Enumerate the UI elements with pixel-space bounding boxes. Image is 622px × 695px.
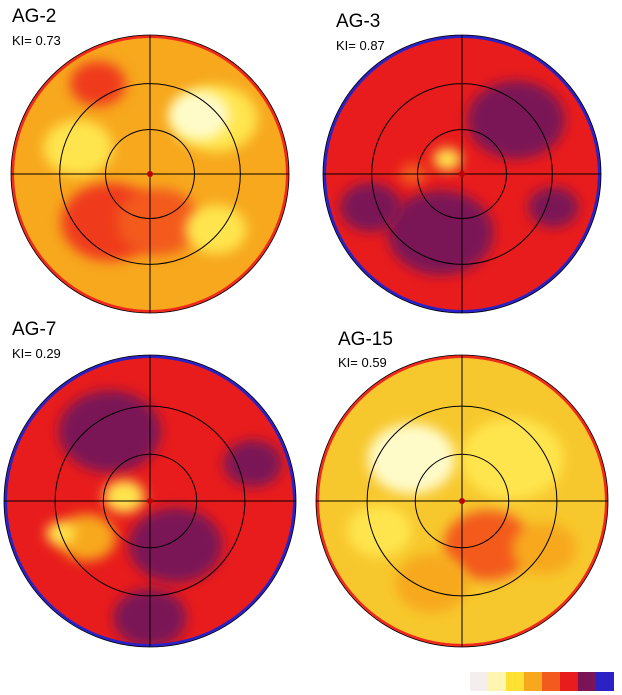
legend-swatch bbox=[596, 672, 614, 691]
panel-title: AG-7 bbox=[12, 319, 57, 340]
density-contour bbox=[70, 61, 126, 106]
density-contour bbox=[443, 510, 532, 581]
density-contour bbox=[395, 554, 469, 613]
density-contour bbox=[103, 480, 145, 513]
density-contour bbox=[57, 514, 116, 561]
legend-swatch bbox=[524, 672, 542, 691]
pole-figure-panel-ag-2: AG-2 KI= 0.73 bbox=[0, 0, 300, 330]
center-pole bbox=[147, 171, 153, 177]
panel-title: AG-2 bbox=[12, 6, 57, 27]
density-contour bbox=[461, 417, 564, 500]
density-contour bbox=[347, 505, 412, 557]
panel-title: AG-15 bbox=[338, 329, 393, 350]
density-contour bbox=[168, 90, 230, 140]
center-pole bbox=[147, 498, 153, 504]
pole-figure-plot bbox=[3, 354, 297, 648]
legend-swatch bbox=[542, 672, 560, 691]
legend-swatch bbox=[488, 672, 506, 691]
color-scale-legend bbox=[470, 672, 614, 691]
center-pole bbox=[459, 498, 465, 504]
panel-title: AG-3 bbox=[336, 11, 381, 32]
ki-value: KI= 0.73 bbox=[12, 33, 61, 48]
pole-figure-panel-ag-7: AG-7 KI= 0.29 bbox=[0, 318, 300, 648]
density-contour bbox=[467, 81, 565, 159]
pole-figure-plot bbox=[315, 354, 609, 648]
ki-value: KI= 0.29 bbox=[12, 346, 61, 361]
density-contour bbox=[58, 390, 161, 473]
density-contour bbox=[433, 148, 462, 171]
pole-figure-plot bbox=[322, 34, 602, 314]
density-contour bbox=[223, 440, 283, 487]
ki-value: KI= 0.87 bbox=[336, 38, 385, 53]
center-pole bbox=[459, 171, 465, 177]
density-contour bbox=[528, 187, 579, 228]
density-contour bbox=[128, 507, 223, 583]
legend-swatch bbox=[578, 672, 596, 691]
pole-figure-panel-ag-3: AG-3 KI= 0.87 bbox=[312, 0, 612, 330]
pole-figure-plot bbox=[10, 34, 290, 314]
density-contour bbox=[339, 182, 402, 232]
density-contour bbox=[43, 120, 113, 176]
pole-figure-panel-ag-15: AG-15 KI= 0.59 bbox=[312, 318, 612, 648]
ki-value: KI= 0.59 bbox=[338, 355, 387, 370]
legend-swatch bbox=[506, 672, 524, 691]
density-contour bbox=[387, 190, 494, 276]
density-contour bbox=[367, 423, 456, 494]
legend-swatch bbox=[470, 672, 488, 691]
legend-swatch bbox=[560, 672, 578, 691]
density-contour bbox=[116, 188, 201, 256]
density-contour bbox=[185, 204, 247, 254]
